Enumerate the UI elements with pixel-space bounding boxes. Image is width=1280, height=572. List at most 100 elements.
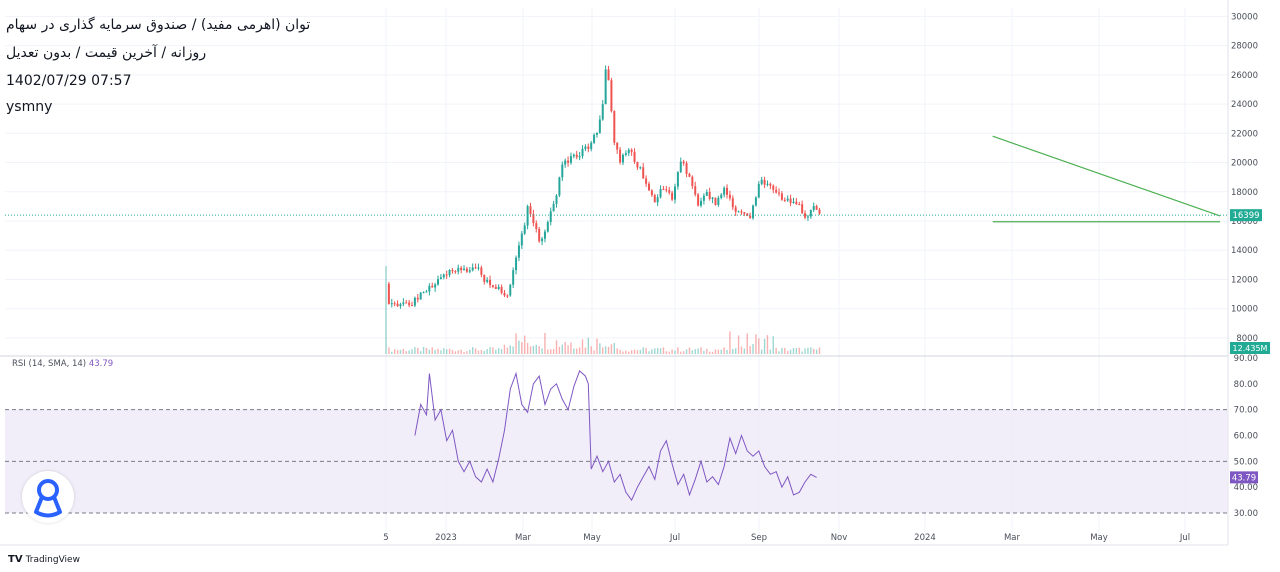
candle-body [792, 201, 795, 204]
rsi-indicator-title[interactable]: RSI (14, SMA, 14) 43.79 [12, 359, 113, 369]
volume-bar [659, 348, 662, 354]
volume-bar [694, 349, 696, 354]
volume-bar [749, 346, 751, 354]
candle-body [439, 277, 442, 280]
time-tick-label: Mar [1004, 533, 1021, 543]
volume-bar [445, 349, 448, 354]
volume-bar [755, 334, 757, 354]
volume-bar [419, 351, 422, 354]
candle-body [601, 104, 604, 120]
candle-body [590, 142, 593, 149]
volume-bar [498, 348, 500, 354]
candle-body [402, 302, 405, 305]
volume-bar [697, 348, 699, 354]
volume-bar [483, 350, 485, 354]
volume-bar [622, 351, 624, 354]
volume-bar [703, 350, 705, 354]
candle-body [656, 197, 659, 203]
volume-bar [648, 351, 650, 354]
volume-bar [434, 349, 436, 354]
price-tick-label: 30000 [1231, 12, 1258, 22]
volume-bar [818, 347, 821, 354]
volume-bar [654, 348, 656, 354]
candle-body [500, 287, 503, 293]
candle-body [532, 214, 535, 224]
candle-body [685, 163, 688, 174]
trendline [992, 135, 1221, 217]
price-tick-label: 18000 [1231, 188, 1258, 198]
candle-body [564, 160, 567, 165]
time-tick-label: May [583, 533, 601, 543]
candle-body [434, 284, 437, 288]
volume-bar [388, 347, 390, 354]
candle-body [665, 189, 668, 191]
volume-bar [457, 350, 459, 354]
volume-bar [529, 346, 532, 354]
volume-bar [766, 335, 769, 354]
volume-bar [399, 349, 402, 354]
price-tick-label: 14000 [1231, 246, 1258, 256]
candle-body [653, 195, 656, 203]
rsi-tick-label: 50.00 [1234, 457, 1258, 467]
candle-body [607, 69, 610, 81]
candle-body [399, 304, 402, 307]
volume-bar [668, 351, 670, 354]
legend-symbol-title: توان (اهرمی مفید) / صندوق سرمایه گذاری د… [6, 17, 311, 33]
volume-bar [772, 336, 774, 354]
candle-body [650, 190, 653, 196]
volume-bar [550, 349, 552, 354]
tradingview-brand[interactable]: TV TradingView [8, 554, 80, 565]
volume-bar [538, 346, 540, 354]
candle-body [543, 231, 546, 239]
last-price-badge [1230, 209, 1262, 222]
volume-bar [570, 342, 572, 354]
candle-body [477, 267, 480, 269]
candle-body [445, 274, 448, 276]
time-tick-label: Sep [751, 533, 767, 543]
candle-body [679, 161, 682, 173]
volume-bar [472, 347, 474, 354]
rsi-tick-label: 90.00 [1234, 354, 1258, 364]
volume-bar [547, 349, 549, 354]
volume-bar [561, 344, 563, 354]
volume-bar [596, 338, 598, 354]
volume-bar [385, 266, 387, 354]
volume-bar [402, 348, 405, 354]
price-tick-label: 26000 [1231, 71, 1258, 81]
volume-bar [607, 346, 610, 354]
volume-bar [544, 333, 546, 354]
volume-bar [474, 348, 477, 354]
volume-bar [677, 347, 679, 354]
candle-body [700, 200, 703, 206]
candle-body [772, 185, 775, 190]
candle-body [535, 223, 538, 230]
time-tick-label: Mar [515, 533, 532, 543]
candle-body [555, 195, 558, 204]
volume-bar [688, 347, 691, 354]
candle-body [610, 80, 613, 112]
volume-bar [613, 343, 616, 354]
volume-bar [784, 347, 786, 354]
volume-bar [489, 347, 491, 354]
candle-body [587, 146, 590, 149]
volume-bar [746, 333, 748, 354]
candle-body [708, 191, 711, 199]
candle-body [636, 161, 639, 168]
volume-bar [708, 351, 711, 354]
candle-body [486, 279, 489, 282]
legend-datetime: 1402/07/29 07:57 [6, 73, 132, 89]
volume-bar [734, 348, 737, 354]
volume-bar [495, 349, 497, 354]
candle-body [682, 161, 685, 164]
candle-body [795, 201, 798, 205]
volume-bar [804, 348, 806, 354]
volume-bar [417, 347, 419, 354]
volume-bar [778, 351, 780, 354]
price-tick-label: 24000 [1231, 100, 1258, 110]
volume-bar [526, 342, 529, 354]
candle-body [633, 151, 636, 162]
volume-bar [451, 349, 454, 354]
volume-bar [393, 349, 396, 354]
candle-body [668, 190, 671, 193]
